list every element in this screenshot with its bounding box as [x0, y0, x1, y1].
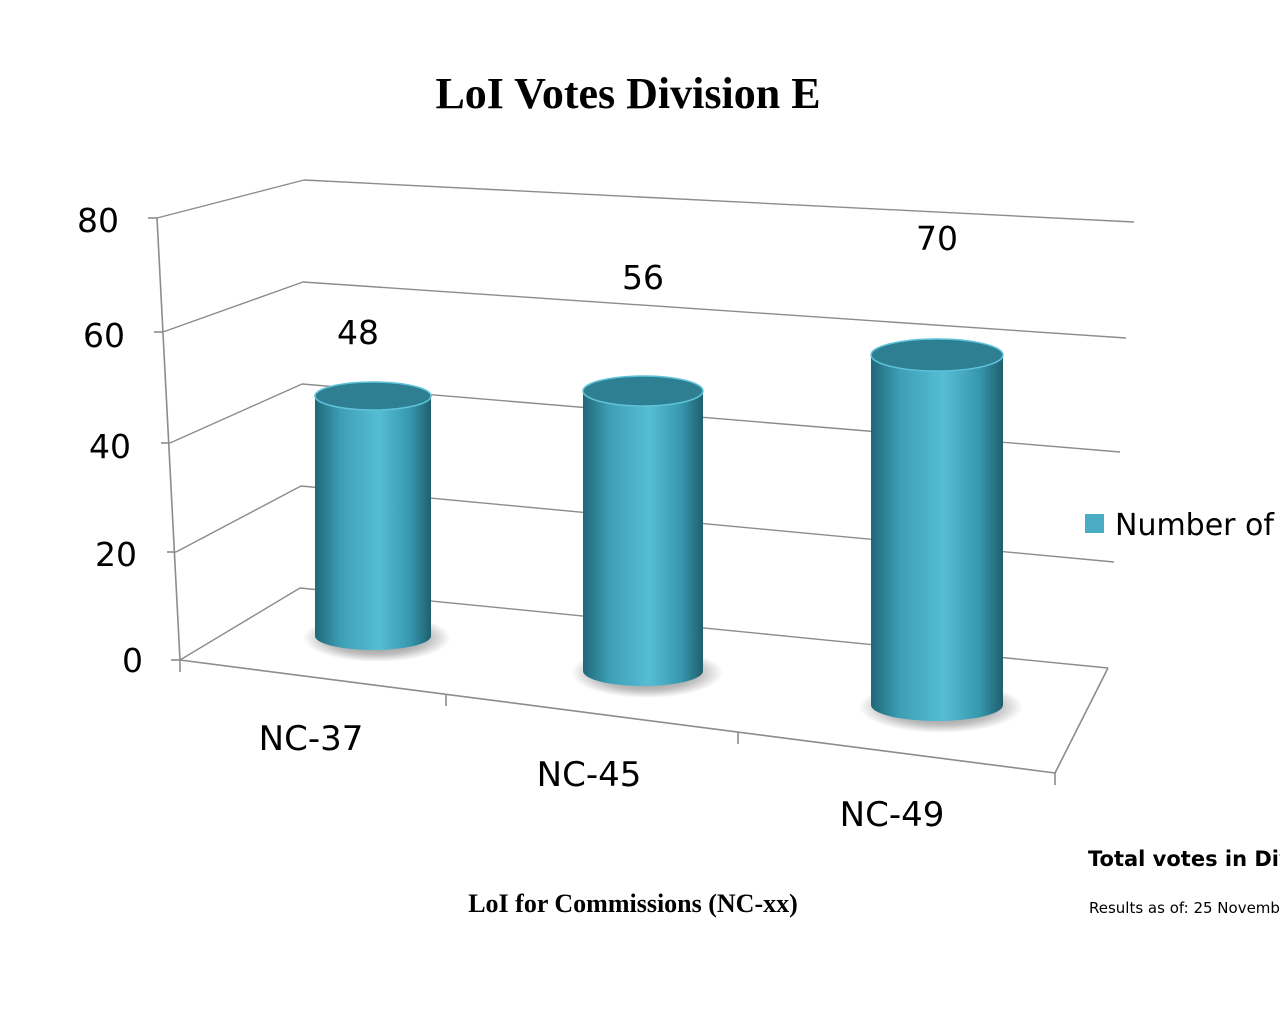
bar-body: [583, 391, 703, 686]
gridline-80: [303, 179, 1135, 223]
bar-nc-37: [303, 381, 451, 662]
side-line-60: [162, 281, 304, 333]
x-axis-title: LoI for Commissions (NC-xx): [468, 889, 798, 918]
legend-label: Number of: [1115, 508, 1275, 543]
side-line-40: [169, 383, 303, 444]
total-votes-note: Total votes in Div: [1088, 847, 1280, 871]
bar-top: [582, 375, 704, 407]
bar-body: [871, 355, 1003, 721]
bar-nc-49: [859, 338, 1023, 733]
y-tick-label: 40: [89, 427, 131, 466]
results-date-note: Results as of: 25 Novembe: [1089, 899, 1280, 917]
legend-swatch: [1085, 514, 1104, 533]
gridline-60: [302, 281, 1127, 339]
category-label: NC-37: [259, 719, 364, 759]
y-tick-label: 80: [77, 201, 119, 240]
floor: [179, 659, 1109, 785]
bar-series: [303, 338, 1023, 733]
bar-top: [870, 338, 1004, 372]
side-line-80: [156, 179, 305, 219]
y-tick-label: 0: [122, 641, 143, 680]
legend: Number of: [1085, 508, 1275, 543]
floor-right-edge: [1054, 667, 1109, 774]
bar-nc-45: [571, 375, 723, 698]
side-wall: [156, 179, 305, 661]
y-tick-label: 60: [83, 316, 125, 355]
y-axis: [148, 217, 181, 661]
floor-front-edge: [179, 659, 1056, 774]
side-line-0: [179, 587, 301, 661]
bar-top: [314, 381, 432, 411]
y-tick-label: 20: [95, 535, 137, 574]
side-line-20: [175, 485, 302, 553]
data-label: 48: [337, 313, 379, 352]
y-axis-line: [156, 217, 181, 661]
data-label: 70: [916, 219, 958, 258]
data-label: 56: [622, 258, 664, 297]
bar-body: [315, 396, 431, 650]
chart-title: LoI Votes Division E: [435, 69, 820, 118]
category-label: NC-45: [537, 755, 642, 795]
category-label: NC-49: [840, 795, 945, 835]
